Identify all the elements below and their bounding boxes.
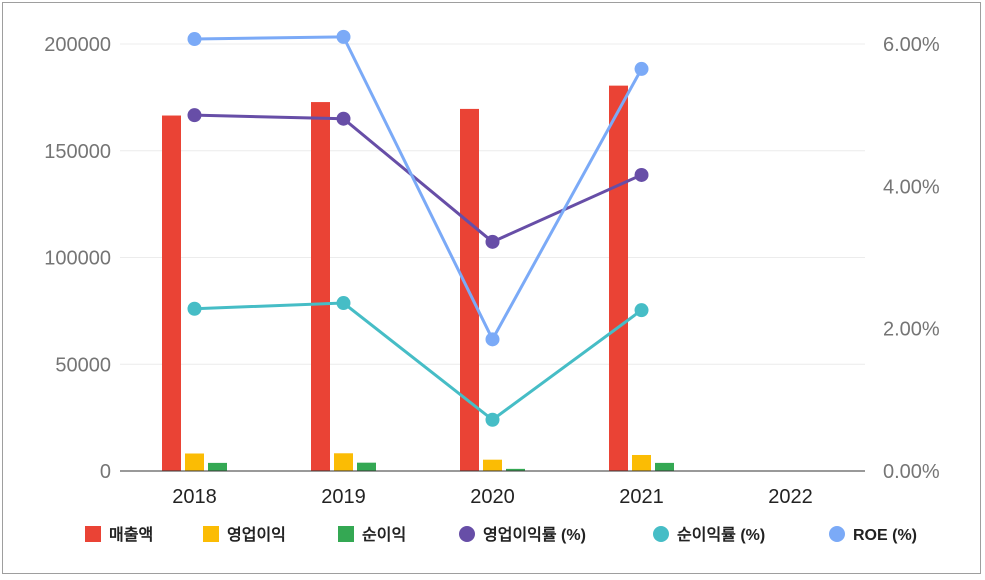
bar-매출액-2018 bbox=[162, 115, 181, 472]
point-영업이익률-2018 bbox=[187, 108, 202, 123]
legend: 매출액 영업이익 순이익 영업이익률 (%) 순이익률 (%) ROE (%) bbox=[85, 525, 917, 544]
x-tick-label-2020: 2020 bbox=[470, 486, 515, 508]
legend-swatch-순이익률 bbox=[653, 526, 669, 542]
line-순이익률 bbox=[194, 301, 643, 422]
x-tick-label-2018: 2018 bbox=[172, 486, 217, 508]
legend-label-영업이익률: 영업이익률 (%) bbox=[483, 525, 586, 544]
right-tick-label-0: 0.00% bbox=[883, 461, 940, 483]
bar-매출액-2021 bbox=[609, 85, 628, 471]
point-영업이익률-2021 bbox=[634, 167, 649, 182]
bar-순이익-2018 bbox=[208, 462, 227, 471]
point-영업이익률-2020 bbox=[485, 234, 500, 249]
point-순이익률-2020 bbox=[485, 412, 500, 427]
left-tick-label-3: 150000 bbox=[44, 141, 111, 163]
bar-순이익-2019 bbox=[357, 462, 376, 471]
right-tick-label-2: 4.00% bbox=[883, 176, 940, 198]
legend-label-영업이익: 영업이익 bbox=[227, 525, 286, 544]
line-marks bbox=[187, 29, 649, 427]
point-roe-2021 bbox=[634, 61, 649, 76]
legend-swatch-영업이익 bbox=[203, 526, 219, 542]
right-tick-label-1: 2.00% bbox=[883, 319, 940, 341]
legend-label-매출액: 매출액 bbox=[109, 525, 153, 544]
bar-순이익-2021 bbox=[655, 462, 674, 471]
combo-chart: 0 50000 100000 150000 200000 0.00% 2.00% 4.00%… bbox=[44, 29, 940, 544]
left-tick-label-4: 200000 bbox=[44, 34, 111, 56]
bar-영업이익-2018 bbox=[185, 453, 204, 471]
legend-label-순이익률: 순이익률 (%) bbox=[677, 525, 765, 544]
bar-영업이익-2020 bbox=[483, 459, 502, 471]
bar-영업이익-2019 bbox=[334, 453, 353, 471]
x-tick-label-2019: 2019 bbox=[321, 486, 366, 508]
legend-swatch-매출액 bbox=[85, 526, 101, 542]
x-tick-label-2021: 2021 bbox=[619, 486, 664, 508]
gridlines bbox=[120, 43, 865, 365]
left-tick-label-2: 100000 bbox=[44, 248, 111, 270]
legend-label-roe: ROE (%) bbox=[853, 527, 917, 544]
legend-label-순이익: 순이익 bbox=[362, 525, 406, 544]
point-순이익률-2019 bbox=[336, 296, 351, 311]
legend-swatch-순이익 bbox=[338, 526, 354, 542]
point-순이익률-2018 bbox=[187, 301, 202, 316]
legend-swatch-roe bbox=[829, 526, 845, 542]
left-tick-label-1: 50000 bbox=[55, 354, 111, 376]
point-roe-2018 bbox=[187, 32, 202, 47]
point-순이익률-2021 bbox=[634, 303, 649, 318]
left-tick-label-0: 0 bbox=[100, 461, 111, 483]
point-roe-2019 bbox=[336, 29, 351, 44]
right-tick-label-3: 6.00% bbox=[883, 34, 940, 56]
bar-영업이익-2021 bbox=[632, 454, 651, 471]
line-영업이익률 bbox=[194, 113, 643, 244]
right-axis-ticks: 0.00% 2.00% 4.00% 6.00% bbox=[883, 34, 940, 483]
left-axis-ticks: 0 50000 100000 150000 200000 bbox=[44, 34, 111, 483]
legend-swatch-영업이익률 bbox=[459, 526, 475, 542]
bar-marks bbox=[162, 85, 674, 472]
point-영업이익률-2019 bbox=[336, 111, 351, 126]
bar-매출액-2019 bbox=[311, 102, 330, 472]
point-roe-2020 bbox=[485, 332, 500, 347]
x-tick-label-2022: 2022 bbox=[768, 486, 813, 508]
x-axis-ticks: 2018 2019 2020 2021 2022 bbox=[172, 486, 813, 508]
line-roe bbox=[194, 35, 643, 343]
bar-순이익-2020 bbox=[506, 468, 525, 471]
